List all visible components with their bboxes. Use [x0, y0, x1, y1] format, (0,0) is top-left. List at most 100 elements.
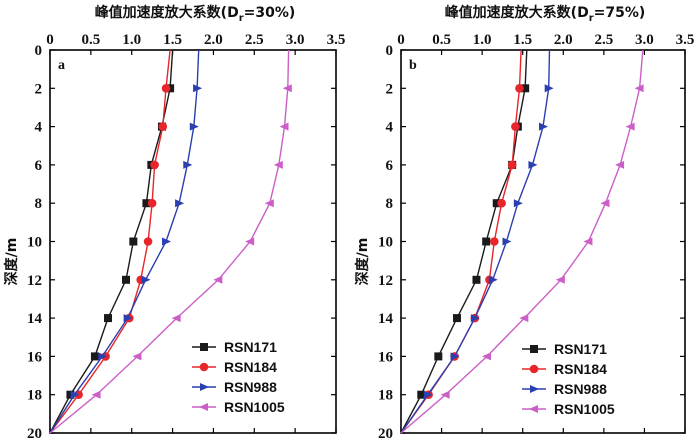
data-point — [502, 237, 512, 246]
data-point — [434, 352, 443, 361]
data-point — [470, 314, 480, 323]
x-tick-label: 1.0 — [473, 32, 492, 48]
series-RSN184 — [49, 49, 171, 434]
data-point — [123, 314, 133, 323]
y-tick-label: 10 — [27, 235, 42, 251]
data-point — [600, 199, 610, 208]
x-tick-label: 1.5 — [513, 32, 532, 48]
y-tick-label: 6 — [386, 158, 394, 174]
data-point — [104, 314, 113, 323]
x-tick-label: 0.5 — [432, 32, 451, 48]
data-point — [279, 122, 289, 131]
y-tick-label: 6 — [35, 158, 43, 174]
data-point — [634, 84, 644, 93]
series-RSN171 — [49, 49, 175, 434]
data-point — [147, 198, 157, 208]
data-point — [175, 199, 185, 208]
legend-label: RSN171 — [224, 339, 277, 355]
data-point — [492, 199, 501, 208]
y-tick-label: 0 — [386, 43, 394, 59]
x-tick-label: 2.5 — [594, 32, 613, 48]
chart-title: 峰值加速度放大系数(Dr=75%) — [445, 4, 646, 24]
data-point — [158, 122, 168, 131]
y-tick-label: 2 — [35, 81, 43, 97]
y-axis-label: 深度/m — [3, 238, 20, 286]
legend-label: RSN171 — [554, 341, 607, 357]
data-point — [521, 84, 530, 93]
y-tick-label: 12 — [378, 273, 393, 289]
legend: RSN171 RSN184 RSN988 RSN1005 — [522, 341, 615, 417]
y-tick-label: 20 — [27, 426, 42, 442]
series-line — [400, 49, 551, 434]
data-point — [143, 237, 153, 246]
legend: RSN171 RSN184 RSN988 RSN1005 — [192, 339, 285, 415]
y-tick-label: 8 — [35, 196, 43, 212]
series-line — [49, 49, 174, 434]
x-tick-label: 0.5 — [81, 32, 100, 48]
y-tick-label: 14 — [27, 311, 43, 327]
x-tick-label: 0 — [46, 32, 54, 48]
data-point — [273, 160, 283, 169]
series-line — [49, 49, 200, 434]
legend-label: RSN184 — [554, 361, 607, 377]
legend-marker — [199, 362, 209, 372]
data-point — [519, 314, 529, 323]
data-point — [121, 275, 130, 284]
data-point — [452, 314, 461, 323]
plot-frame — [400, 49, 686, 434]
data-point — [482, 352, 492, 361]
y-tick-label: 10 — [378, 235, 393, 251]
data-point — [282, 84, 292, 93]
data-point — [264, 199, 274, 208]
data-point — [213, 275, 223, 284]
y-axis-label: 深度/m — [354, 238, 371, 286]
x-tick-label: 1.0 — [122, 32, 141, 48]
data-point — [472, 275, 481, 284]
legend-marker — [530, 345, 538, 353]
data-point — [132, 352, 142, 361]
data-point — [488, 275, 498, 284]
data-point — [450, 352, 460, 361]
data-point — [482, 237, 491, 246]
data-point — [70, 390, 80, 399]
panel-label: b — [409, 58, 417, 73]
panel-b: 0 0.5 1.0 1.5 2.0 2.5 3.0 3.5 0 2 4 6 8 10 12 14 16 18 20 峰… — [354, 4, 694, 442]
x-tick-label: 3.5 — [676, 32, 695, 48]
data-point — [544, 84, 554, 93]
data-point — [423, 390, 433, 399]
x-tick-label: 3.0 — [286, 32, 305, 48]
legend-marker — [200, 383, 209, 391]
y-tick-label: 8 — [386, 196, 394, 212]
series-RSN988 — [400, 49, 554, 434]
data-point — [615, 160, 625, 169]
legend-label: RSN1005 — [554, 401, 615, 417]
data-point — [129, 237, 138, 246]
x-tick-label: 1.5 — [163, 32, 182, 48]
data-point — [417, 390, 426, 399]
legend-marker — [529, 405, 538, 413]
chart-title: 峰值加速度放大系数(Dr=30%) — [95, 4, 296, 24]
legend-marker — [200, 343, 208, 351]
series-RSN1005 — [400, 49, 644, 434]
data-point — [66, 390, 75, 399]
y-tick-label: 2 — [386, 81, 394, 97]
legend-marker — [199, 403, 208, 411]
panel-label: a — [58, 58, 65, 73]
y-tick-label: 4 — [35, 120, 43, 136]
y-tick-label: 20 — [378, 426, 393, 442]
x-tick-label: 3.5 — [327, 32, 346, 48]
data-point — [161, 84, 171, 93]
data-point — [539, 122, 548, 131]
series-RSN1005 — [49, 49, 292, 434]
legend-marker — [529, 364, 539, 374]
y-tick-label: 14 — [378, 311, 394, 327]
legend-marker — [530, 385, 539, 393]
data-point — [142, 199, 151, 208]
panel-a: 0 0.5 1.0 1.5 2.0 2.5 3.0 3.5 0 2 4 6 8 10 12 14 16 18 20 峰… — [3, 4, 345, 442]
y-tick-label: 16 — [378, 349, 394, 365]
legend-label: RSN1005 — [224, 399, 285, 415]
data-point — [150, 160, 159, 170]
legend-label: RSN184 — [224, 359, 277, 375]
y-tick-label: 12 — [27, 273, 42, 289]
y-tick-label: 18 — [378, 388, 393, 404]
